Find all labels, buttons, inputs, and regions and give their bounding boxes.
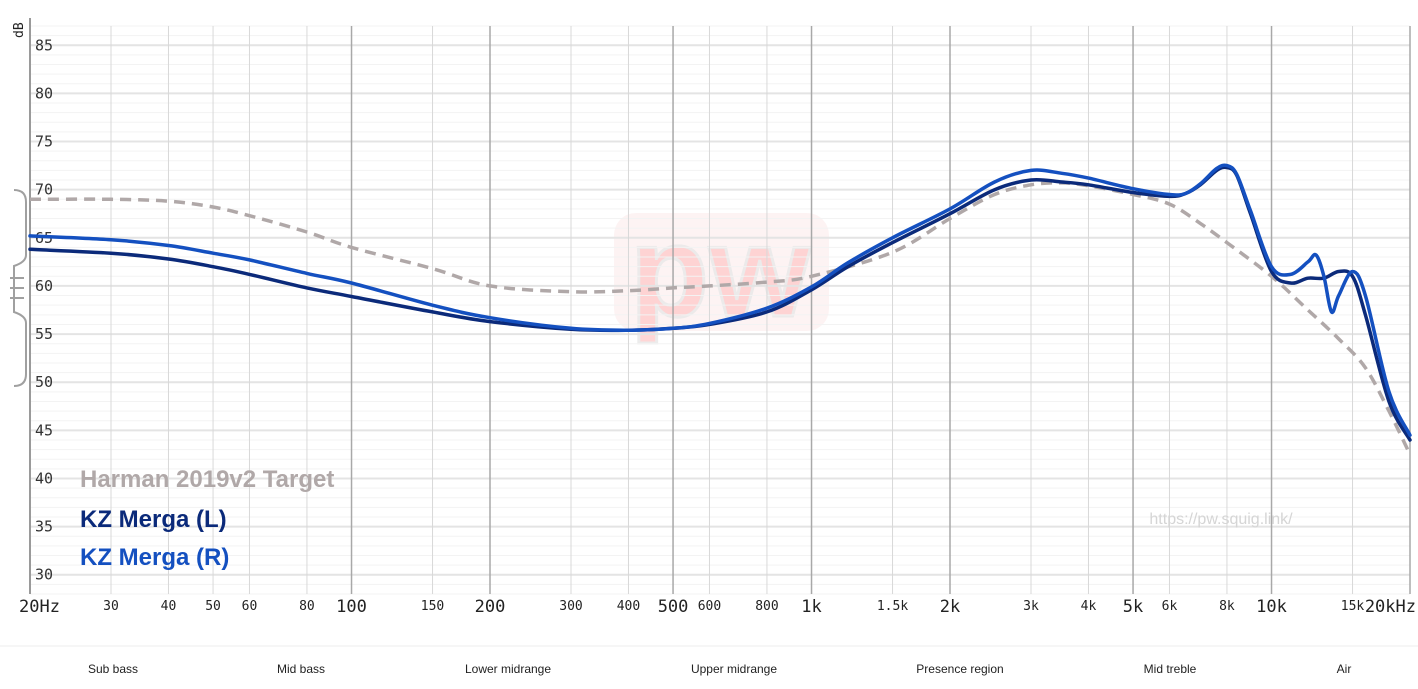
legend-entry[interactable]: Harman 2019v2 Target (80, 466, 334, 493)
y-tick-label: 55 (35, 325, 53, 343)
x-tick-label-minor: 50 (205, 599, 221, 614)
series-line-1 (28, 165, 1412, 442)
band-label: Sub bass (88, 662, 138, 676)
x-tick-label-minor: 3k (1023, 599, 1039, 614)
x-tick-label-major: 5k (1123, 597, 1143, 617)
frequency-bands: Sub bass Mid bass Lower midrange Upper midr… (0, 645, 1418, 676)
legend-entry[interactable]: KZ Merga (L) (80, 506, 227, 533)
series-line-2 (28, 163, 1412, 437)
y-tick-label: 30 (35, 566, 53, 584)
y-tick-label: 50 (35, 373, 53, 391)
x-tick-label-minor: 30 (103, 599, 119, 614)
x-tick-label-minor: 800 (755, 599, 778, 614)
y-tick-label: 40 (35, 469, 53, 487)
pw-logo-watermark: pw (614, 197, 829, 346)
series-lines (28, 163, 1412, 456)
x-tick-label-minor: 6k (1162, 599, 1178, 614)
band-label: Lower midrange (465, 662, 551, 676)
y-tick-label: 70 (35, 181, 53, 199)
y-tick-label: 60 (35, 277, 53, 295)
x-tick-label-minor: 8k (1219, 599, 1235, 614)
x-tick-label-minor: 400 (617, 599, 640, 614)
y-tick-label: 45 (35, 421, 53, 439)
legend: Harman 2019v2 Target KZ Merga (L) KZ Merga… (80, 466, 334, 571)
band-label: Presence region (916, 662, 1003, 676)
x-tick-label-major: 20kHz (1365, 597, 1416, 617)
y-tick-label: 80 (35, 84, 53, 102)
x-tick-label-major: 10k (1256, 597, 1287, 617)
x-tick-label-minor: 60 (242, 599, 258, 614)
y-tick-label: 75 (35, 133, 53, 151)
band-label: Mid treble (1144, 662, 1197, 676)
x-tick-label-minor: 1.5k (877, 599, 908, 614)
grid (29, 25, 1411, 595)
watermark-url: https://pw.squig.link/ (1149, 511, 1293, 528)
x-tick-label-minor: 4k (1081, 599, 1097, 614)
x-tick-label-minor: 15k (1341, 599, 1365, 614)
x-tick-label-major: 200 (475, 597, 506, 617)
x-tick-label-minor: 600 (698, 599, 721, 614)
y-axis-unit-label: dB (12, 22, 27, 38)
x-tick-label-major: 1k (801, 597, 821, 617)
x-tick-label-minor: 300 (559, 599, 582, 614)
band-label: Air (1337, 662, 1352, 676)
y-tick-label: 85 (35, 36, 53, 54)
x-tick-label-major: 500 (658, 597, 689, 617)
series-line-0 (29, 181, 1412, 456)
x-tick-label-minor: 150 (421, 599, 444, 614)
x-tick-label-major: 100 (336, 597, 367, 617)
y-tick-label: 35 (35, 518, 53, 536)
band-label: Mid bass (277, 662, 325, 676)
x-tick-label-minor: 80 (299, 599, 315, 614)
band-label: Upper midrange (691, 662, 777, 676)
x-tick-label-major: 2k (940, 597, 960, 617)
legend-entry[interactable]: KZ Merga (R) (80, 544, 229, 571)
x-tick-label-minor: 40 (161, 599, 177, 614)
y-scale-drag-handle[interactable] (10, 189, 27, 387)
x-tick-label-major: 20Hz (19, 597, 60, 617)
